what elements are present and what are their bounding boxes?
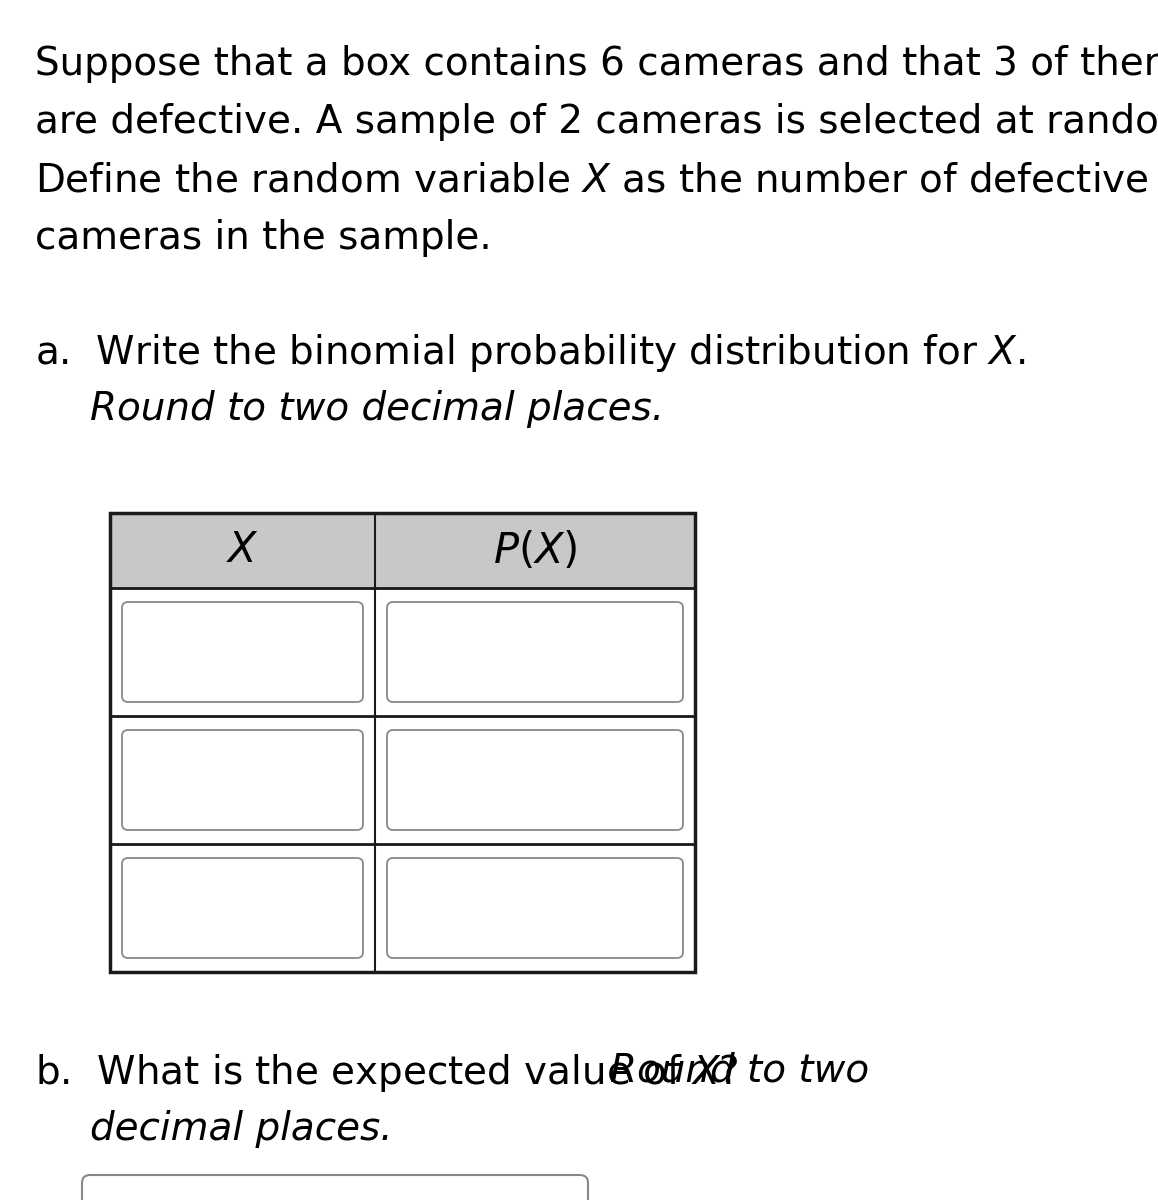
FancyBboxPatch shape <box>387 858 683 958</box>
Text: cameras in the sample.: cameras in the sample. <box>35 218 492 257</box>
Bar <box>110 514 695 588</box>
FancyBboxPatch shape <box>387 730 683 830</box>
Text: Round to two: Round to two <box>610 1052 870 1090</box>
FancyBboxPatch shape <box>122 602 362 702</box>
Text: b.  What is the expected value of $X$?: b. What is the expected value of $X$? <box>35 1052 741 1094</box>
Text: $P(X)$: $P(X)$ <box>492 529 578 571</box>
Text: Round to two decimal places.: Round to two decimal places. <box>90 390 665 428</box>
Bar <box>110 514 695 972</box>
FancyBboxPatch shape <box>387 602 683 702</box>
Text: Suppose that a box contains 6 cameras and that 3 of them: Suppose that a box contains 6 cameras an… <box>35 44 1158 83</box>
FancyBboxPatch shape <box>122 858 362 958</box>
Bar <box>110 514 695 588</box>
Text: $X$: $X$ <box>226 529 259 571</box>
Text: are defective. A sample of 2 cameras is selected at random.: are defective. A sample of 2 cameras is … <box>35 103 1158 140</box>
FancyBboxPatch shape <box>82 1175 588 1200</box>
Text: decimal places.: decimal places. <box>90 1110 393 1148</box>
Text: a.  Write the binomial probability distribution for $X$.: a. Write the binomial probability distri… <box>35 332 1026 374</box>
Text: Define the random variable $X$ as the number of defective: Define the random variable $X$ as the nu… <box>35 161 1149 199</box>
FancyBboxPatch shape <box>122 730 362 830</box>
